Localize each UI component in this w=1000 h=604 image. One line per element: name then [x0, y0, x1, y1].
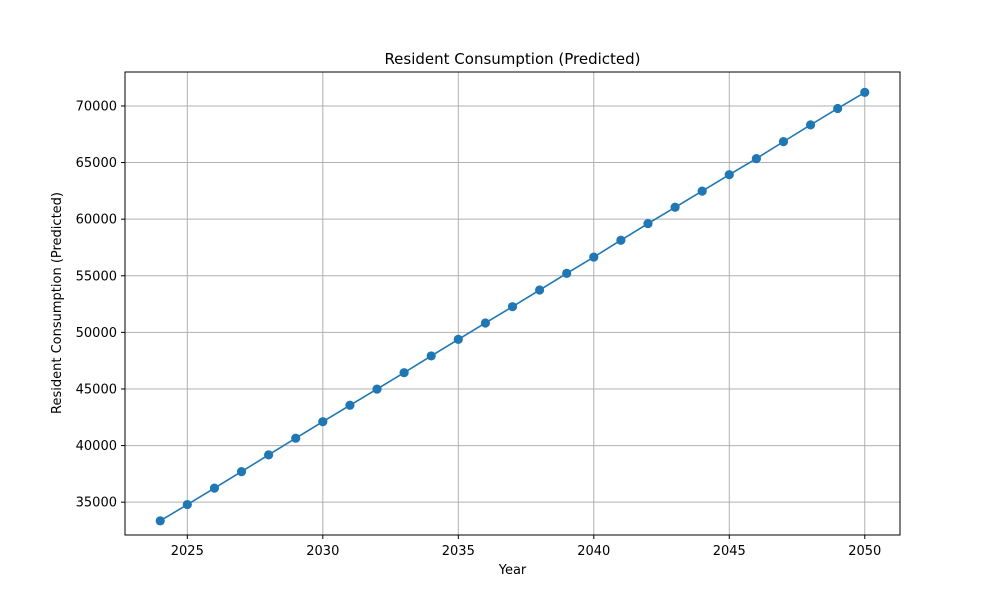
y-tick-label: 65000 [76, 156, 117, 171]
plot-area-frame [124, 71, 901, 536]
data-point [291, 433, 301, 443]
y-tick-label: 35000 [76, 496, 117, 511]
x-axis-ticks: 2025 2030 2035 2040 2045 2050 [171, 535, 881, 559]
y-axis-label: Resident Consumption (Predicted) [50, 192, 65, 414]
x-tick-label: 2035 [442, 544, 475, 559]
y-tick-label: 70000 [76, 99, 117, 114]
data-point [833, 103, 843, 114]
data-point [155, 516, 165, 526]
data-point [426, 351, 436, 361]
x-tick-label: 2025 [171, 544, 204, 559]
x-axis-label: Year [498, 563, 527, 578]
data-point [589, 252, 599, 262]
chart-title: Resident Consumption (Predicted) [384, 50, 640, 68]
x-tick-label: 2050 [848, 544, 881, 559]
data-point [372, 384, 382, 394]
data-point [562, 268, 572, 278]
x-tick-label: 2040 [577, 544, 610, 559]
data-point [480, 318, 491, 328]
y-tick-label: 50000 [76, 326, 117, 341]
data-point [724, 170, 734, 180]
y-tick-label: 40000 [76, 439, 117, 454]
data-point [751, 154, 761, 164]
data-point [534, 285, 545, 295]
data-point [182, 499, 192, 510]
data-point [670, 202, 680, 212]
x-tick-label: 2030 [306, 544, 339, 559]
data-point [616, 235, 626, 245]
data-point [453, 334, 463, 344]
data-point [507, 302, 518, 312]
data-point [209, 483, 220, 493]
data-point [697, 186, 707, 196]
data-point [345, 400, 355, 410]
data-point [778, 137, 789, 147]
data-point [399, 368, 409, 378]
y-tick-label: 55000 [76, 269, 117, 284]
x-tick-label: 2045 [713, 544, 746, 559]
series-marker-layer [155, 87, 870, 526]
grid-layer [125, 72, 900, 535]
data-point [860, 87, 870, 97]
y-tick-label: 60000 [76, 213, 117, 228]
data-point [318, 417, 328, 427]
y-axis-ticks: 35000 40000 45000 50000 55000 60000 65000 70000 [76, 99, 125, 511]
data-point [643, 218, 653, 229]
data-point [236, 467, 247, 477]
data-point [805, 120, 816, 130]
y-tick-label: 45000 [76, 382, 117, 397]
data-point [264, 450, 274, 460]
